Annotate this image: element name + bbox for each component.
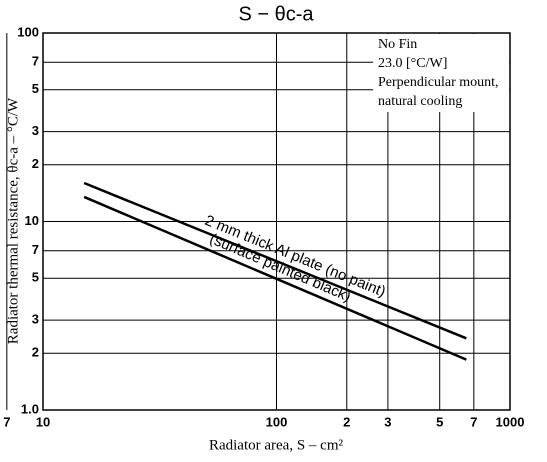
y-tick-label: 3: [32, 312, 39, 327]
y-axis-label: Radiator thermal resistance, θc-a – °C/W: [5, 97, 21, 344]
y-tick-label: 7: [32, 54, 39, 69]
y-tick-label: 5: [32, 81, 39, 96]
y-tick-label: 10: [25, 213, 39, 228]
x-tick-label: 5: [436, 414, 443, 429]
annotation: natural cooling: [378, 94, 462, 109]
annotation: 23.0 [°C/W]: [378, 56, 447, 71]
y-tick-label: 3: [32, 123, 39, 138]
y-tick-label: 100: [17, 24, 39, 39]
y-tick-label: 2: [32, 345, 39, 360]
x-axis-label: Radiator area, S – cm²: [209, 437, 344, 453]
plot-frame: [42, 32, 511, 411]
y-tick-label: 1.0: [21, 401, 39, 416]
annotation-box: [373, 34, 509, 112]
x-tick-label: 10: [36, 414, 50, 429]
line: [83, 181, 467, 340]
y-tick-label: 5: [32, 270, 39, 285]
y-tick-label: 7: [32, 242, 39, 257]
x-tick-label: 2: [343, 414, 350, 429]
chart-title: S − θc-a: [238, 3, 314, 25]
x-tick-label: 1000: [496, 414, 525, 429]
x-tick-label: 100: [266, 414, 288, 429]
annotation: No Fin: [378, 37, 417, 52]
x-tick-label: 7: [470, 414, 477, 429]
annotation: Perpendicular mount,: [378, 75, 499, 90]
x-tick-label: 7: [3, 414, 10, 429]
line: [83, 195, 467, 361]
y-tick-label: 2: [32, 156, 39, 171]
x-tick-label: 3: [384, 414, 391, 429]
